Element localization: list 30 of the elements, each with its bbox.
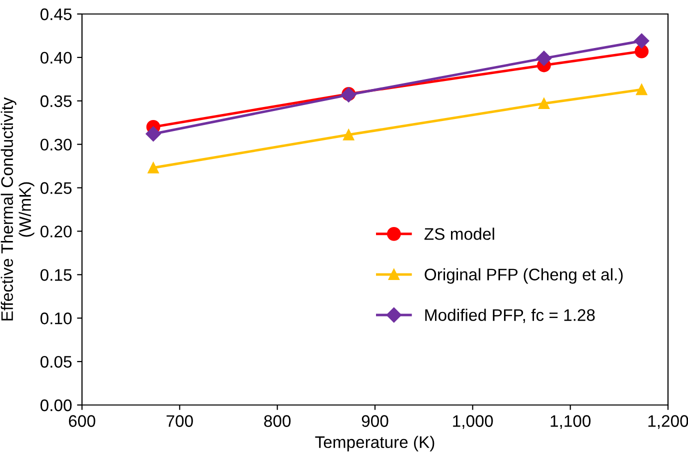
x-axis-title: Temperature (K): [315, 436, 434, 452]
x-tick-label: 1,000: [453, 415, 493, 429]
legend-label: Modified PFP, fc = 1.28: [425, 308, 595, 323]
point: [634, 33, 650, 49]
x-tick-label: 700: [166, 415, 193, 427]
y-tick-label: 0.00: [40, 399, 72, 412]
y-tick-label: 0.45: [40, 8, 72, 20]
y-tick-label: 0.20: [40, 226, 72, 238]
y-tick-label: 0.30: [40, 138, 72, 151]
point: [538, 98, 550, 110]
point: [636, 84, 648, 96]
x-tick-label: 1,200: [648, 415, 688, 429]
legend-label: Original PFP (Cheng et al.): [424, 268, 623, 284]
x-tick-label: 800: [264, 415, 291, 427]
point: [146, 126, 161, 142]
point: [536, 50, 552, 66]
y-tick-label: 0.05: [40, 356, 72, 368]
x-tick-label: 600: [68, 415, 96, 427]
x-tick-label: 1,100: [550, 415, 591, 429]
point: [634, 44, 649, 58]
y-tick-label: 0.15: [40, 269, 72, 281]
legend-label: ZS model: [424, 228, 494, 240]
y-tick-label: 0.25: [40, 182, 72, 194]
point: [148, 162, 159, 174]
y-tick-label: 0.35: [40, 95, 72, 108]
y-axis-title: Effective Thermal Conductivity (W/mK): [0, 97, 34, 320]
point: [343, 129, 354, 140]
y-tick-label: 0.40: [40, 52, 72, 64]
x-tick-label: 900: [362, 415, 388, 427]
y-tick-label: 0.10: [40, 312, 72, 324]
